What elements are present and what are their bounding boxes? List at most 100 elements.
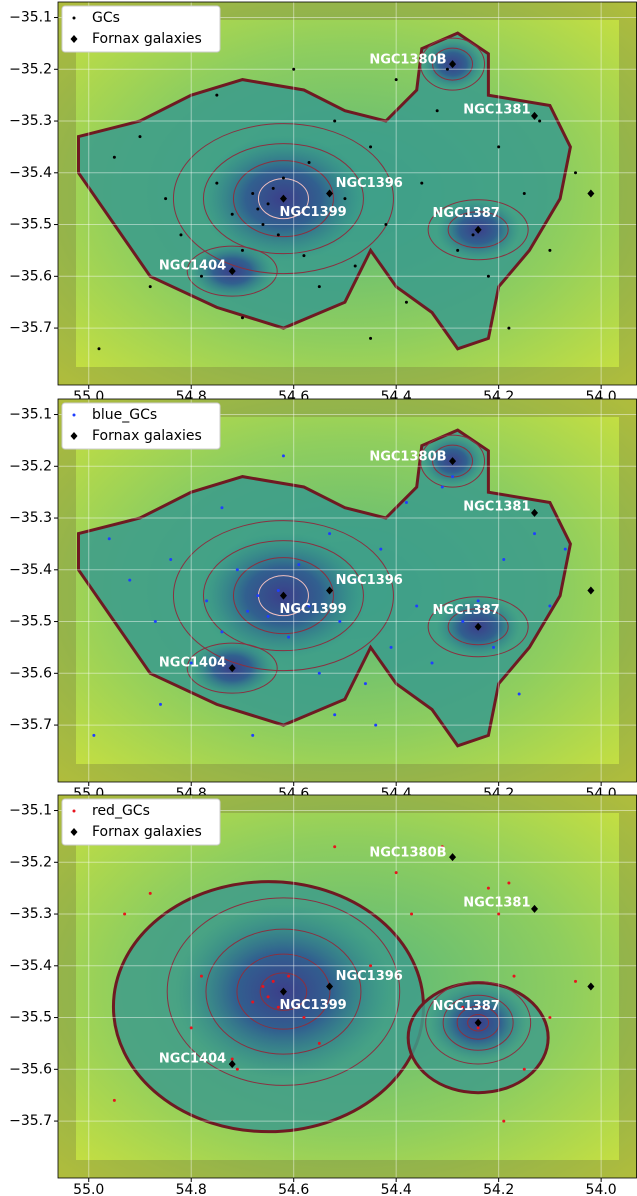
- contour: [425, 980, 532, 1065]
- gc-point: [440, 485, 444, 489]
- gc-point: [302, 254, 306, 258]
- gc-point: [492, 645, 496, 649]
- panel: NGC1380B NGC1381 NGC1396 NGC1399 NGC1387 NGC1…: [9, 1, 637, 405]
- contour: [236, 953, 331, 1030]
- gc-point: [379, 547, 383, 551]
- galaxy-marker: [279, 591, 287, 600]
- gc-point: [107, 537, 111, 541]
- gc-point: [435, 109, 439, 113]
- plot-area: NGC1380B NGC1381 NGC1396 NGC1399 NGC1387 NGC1…: [58, 795, 637, 1178]
- legend-label: Fornax galaxies: [92, 824, 202, 840]
- gc-point: [215, 93, 219, 97]
- gc-point: [199, 274, 203, 278]
- legend: blue_GCs Fornax galaxies: [61, 402, 221, 450]
- gc-point: [394, 78, 398, 82]
- gc-point: [164, 197, 168, 201]
- gc-point: [112, 155, 116, 159]
- gc-point: [266, 995, 270, 999]
- galaxy-label: NGC1381: [463, 102, 530, 117]
- gc-point: [445, 67, 449, 71]
- gc-point: [461, 1005, 465, 1009]
- galaxy-marker: [228, 267, 236, 276]
- legend-box: [61, 402, 221, 450]
- gc-point: [246, 609, 250, 613]
- gc-point: [261, 985, 265, 988]
- x-tick-label: 54.2: [483, 1182, 514, 1196]
- contour: [442, 994, 514, 1051]
- galaxy-marker: [531, 111, 539, 120]
- gc-point: [384, 223, 388, 227]
- gc-point: [507, 326, 511, 330]
- gc-point: [502, 557, 506, 561]
- legend-label: Fornax galaxies: [92, 428, 202, 444]
- galaxy-marker: [326, 189, 334, 198]
- gc-point: [369, 336, 373, 340]
- gc-point: [220, 630, 224, 634]
- y-tick-label: −35.3: [9, 510, 52, 526]
- contour: [205, 928, 362, 1055]
- contour: [172, 520, 394, 672]
- gc-point: [369, 964, 373, 968]
- gc-point: [389, 645, 393, 649]
- legend-marker: [70, 432, 78, 440]
- gc-point: [328, 532, 332, 536]
- galaxy-marker: [449, 853, 457, 862]
- contour: [232, 160, 334, 238]
- gc-point: [240, 248, 244, 252]
- gc-point: [343, 197, 347, 201]
- galaxy-marker: [587, 982, 595, 991]
- legend-marker: [70, 828, 78, 836]
- legend-marker: [72, 16, 76, 20]
- edge-frame: [58, 2, 637, 385]
- x-tick-label: 54.8: [176, 1182, 207, 1196]
- gc-point: [153, 620, 157, 624]
- contour: [447, 608, 509, 646]
- galaxy-marker: [531, 904, 539, 913]
- x-tick-label: 55.0: [73, 1182, 104, 1196]
- plot-area: NGC1380B NGC1381 NGC1396 NGC1399 NGC1387 NGC1…: [58, 399, 637, 782]
- contour: [456, 1005, 500, 1040]
- gc-point: [317, 285, 321, 289]
- gc-point: [281, 176, 285, 180]
- gc-point: [404, 501, 408, 505]
- gc-point: [92, 733, 96, 737]
- galaxy-label: NGC1380B: [369, 53, 446, 68]
- gc-point: [466, 212, 470, 216]
- gc-point: [266, 614, 270, 618]
- gc-point: [240, 316, 244, 320]
- y-tick-label: −35.6: [9, 665, 52, 681]
- galaxy-label: NGC1404: [159, 656, 226, 671]
- gc-point: [128, 578, 132, 582]
- gc-point: [251, 733, 255, 737]
- gc-point: [507, 881, 511, 885]
- gc-point: [297, 563, 301, 567]
- gc-point: [538, 119, 542, 123]
- gc-point: [486, 886, 490, 890]
- legend-marker: [70, 35, 78, 43]
- galaxy-marker: [587, 189, 595, 198]
- gc-point: [461, 620, 465, 624]
- gc-point: [97, 347, 101, 351]
- y-tick-label: −35.7: [9, 1113, 52, 1129]
- gc-point: [276, 233, 280, 237]
- y-tick-label: −35.4: [9, 165, 52, 181]
- panel: NGC1380B NGC1381 NGC1396 NGC1399 NGC1387 NGC1…: [9, 794, 637, 1196]
- contour: [427, 596, 529, 658]
- contour: [77, 428, 572, 748]
- gc-point: [189, 1026, 193, 1030]
- gc-point: [123, 912, 127, 916]
- legend: GCs Fornax galaxies: [61, 5, 221, 53]
- gc-point: [292, 67, 296, 71]
- y-tick-label: −35.1: [9, 10, 52, 26]
- galaxy-label: NGC1396: [336, 969, 403, 984]
- gc-point: [148, 285, 152, 289]
- contour: [427, 199, 529, 261]
- gc-point: [440, 845, 444, 849]
- gc-point: [471, 233, 475, 237]
- galaxy-marker: [228, 1060, 236, 1069]
- gc-point: [533, 532, 537, 536]
- galaxy-marker: [449, 60, 457, 69]
- legend-label: Fornax galaxies: [92, 31, 202, 47]
- y-tick-label: −35.2: [9, 458, 52, 474]
